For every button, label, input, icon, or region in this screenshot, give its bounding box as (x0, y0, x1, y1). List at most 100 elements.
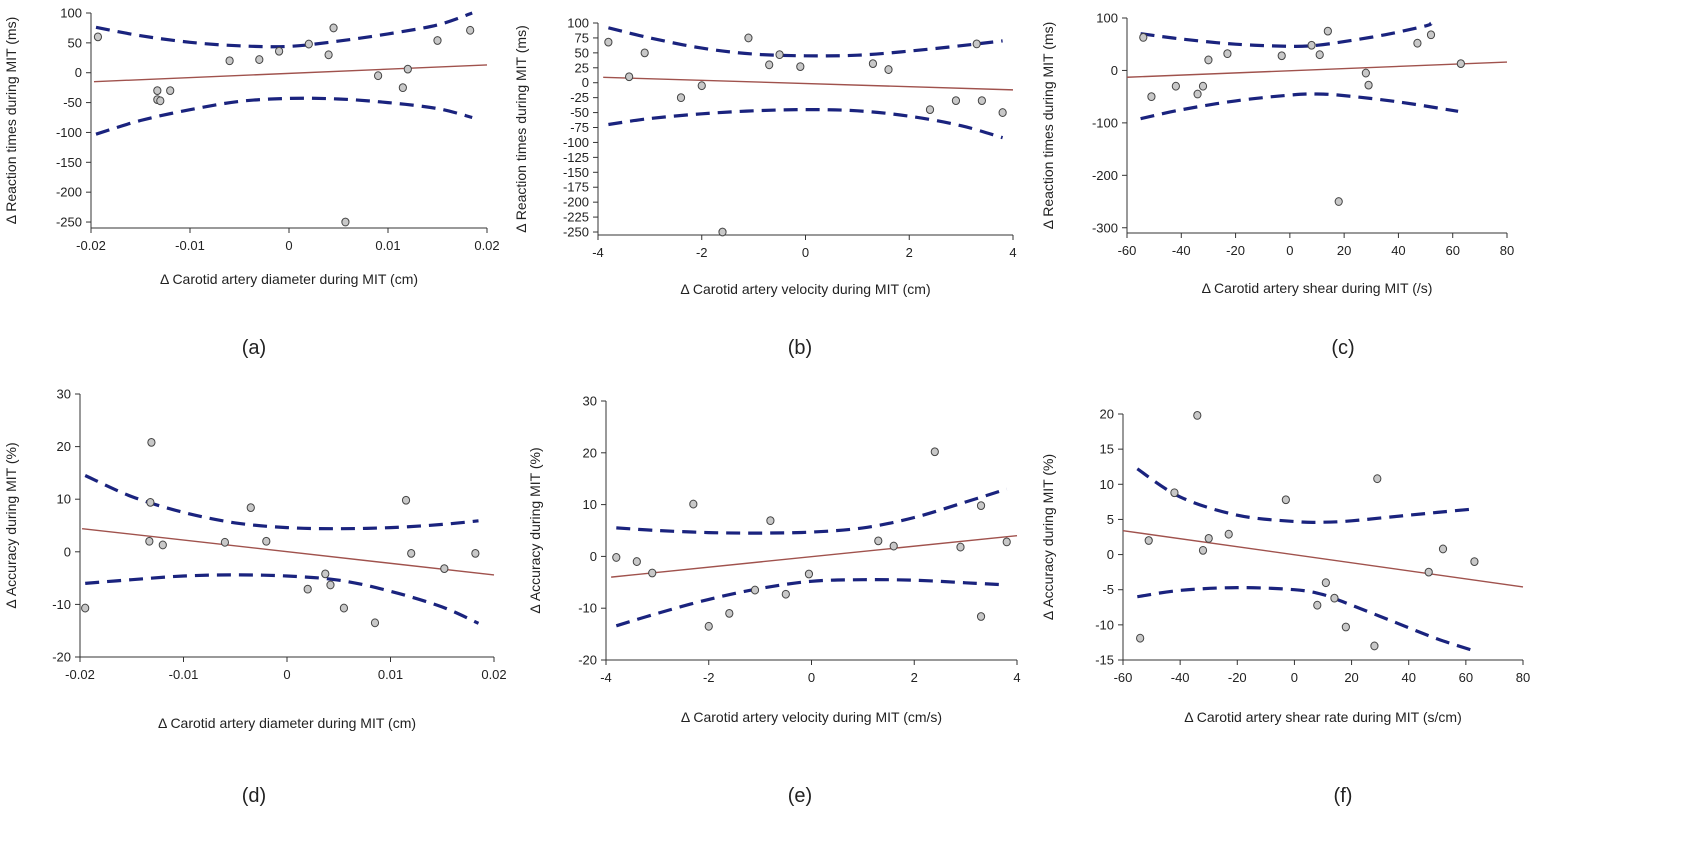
x-tick-label: 2 (906, 245, 913, 260)
data-point (640, 48, 649, 58)
x-tick-label: 4 (1013, 670, 1020, 685)
ci-lower-band (1140, 92, 1459, 121)
data-point (718, 227, 727, 237)
panel-caption: (b) (788, 337, 812, 359)
y-axis-title: Δ Reaction times during MIT (ms) (513, 25, 529, 232)
data-point (1413, 38, 1422, 48)
y-tick-label: -10 (1095, 617, 1114, 632)
y-axis-title: Δ Reaction times during MIT (ms) (3, 17, 19, 224)
x-tick-label: 4 (1009, 245, 1016, 260)
data-point (1198, 81, 1208, 91)
data-point (744, 33, 753, 43)
y-tick-label: 25 (575, 60, 589, 75)
data-point (1002, 537, 1011, 547)
data-point (632, 557, 641, 566)
y-tick-label: 20 (1100, 407, 1114, 422)
data-point (604, 37, 613, 47)
data-point (884, 65, 893, 74)
data-point (1370, 641, 1379, 651)
data-point (765, 60, 774, 70)
x-axis-title: Δ Carotid artery velocity during MIT (cm… (680, 281, 930, 297)
panel-caption: (e) (788, 785, 812, 807)
data-point (1341, 622, 1350, 632)
data-point (1136, 633, 1145, 643)
y-tick-label: -100 (563, 135, 589, 150)
x-tick-label: -0.02 (65, 667, 95, 682)
data-point (374, 71, 383, 81)
data-point (889, 541, 898, 551)
x-tick-label: 0 (1286, 243, 1293, 258)
y-tick-label: -250 (563, 225, 589, 240)
y-tick-label: 10 (1100, 477, 1114, 492)
data-point (146, 497, 155, 507)
panel-caption: (a) (242, 337, 266, 359)
y-tick-label: 75 (575, 30, 589, 45)
data-point (972, 39, 981, 49)
x-tick-label: 0 (283, 667, 290, 682)
data-point (1307, 40, 1316, 50)
data-point (471, 548, 480, 558)
x-tick-label: 0.01 (375, 238, 400, 253)
panel-caption: (f) (1334, 785, 1353, 807)
data-point (407, 548, 416, 558)
data-point (976, 612, 986, 621)
data-point (329, 23, 338, 33)
y-tick-label: -20 (578, 653, 597, 668)
y-tick-label: -225 (563, 210, 589, 225)
data-point (321, 569, 330, 579)
y-tick-label: 10 (57, 492, 71, 507)
x-tick-label: 0 (285, 238, 292, 253)
x-tick-label: 60 (1445, 243, 1459, 258)
y-tick-label: 100 (1096, 11, 1118, 26)
x-tick-label: -4 (600, 670, 612, 685)
data-point (697, 81, 706, 91)
data-point (1313, 600, 1322, 610)
ci-upper-band (95, 11, 473, 49)
x-tick-label: 0.02 (481, 667, 506, 682)
data-point (1224, 529, 1233, 539)
y-tick-label: 0 (64, 544, 71, 559)
regression-line (93, 64, 488, 83)
data-point (750, 585, 760, 595)
x-tick-label: -40 (1171, 670, 1190, 685)
y-tick-label: 50 (68, 35, 82, 50)
data-point (246, 503, 255, 513)
y-tick-label: 0 (582, 75, 589, 90)
x-tick-label: 20 (1344, 670, 1358, 685)
y-tick-label: 100 (60, 6, 82, 21)
x-tick-label: -2 (696, 245, 708, 260)
y-tick-label: -150 (563, 165, 589, 180)
data-point (648, 568, 657, 578)
x-tick-label: -40 (1172, 243, 1191, 258)
x-tick-label: -0.01 (175, 238, 205, 253)
ci-lower-band (85, 573, 480, 625)
x-tick-label: 80 (1516, 670, 1530, 685)
y-axis-title: Δ Accuracy during MIT (%) (3, 442, 19, 608)
data-point (1470, 557, 1479, 566)
regression-line (1126, 61, 1508, 78)
x-axis-title: Δ Carotid artery diameter during MIT (cm… (160, 271, 418, 287)
panel-caption: (d) (242, 785, 266, 807)
data-point (433, 36, 442, 45)
y-tick-label: 0 (1107, 547, 1114, 562)
data-point (1171, 81, 1180, 91)
ci-upper-band (84, 474, 479, 531)
x-tick-label: 80 (1500, 243, 1514, 258)
y-tick-label: -200 (563, 195, 589, 210)
data-point (766, 516, 775, 526)
data-point (255, 55, 264, 64)
data-point (704, 621, 713, 631)
y-tick-label: -50 (63, 95, 82, 110)
x-tick-label: -0.01 (169, 667, 199, 682)
data-point (1424, 567, 1433, 577)
x-tick-label: -60 (1118, 243, 1137, 258)
data-point (1147, 92, 1156, 102)
panel-d: 30 20 10 0 -10 -20 -0.02 -0.01 0 0.01 0.02 Δ Caroti… (3, 387, 507, 808)
y-tick-label: 30 (583, 394, 597, 409)
x-tick-label: -20 (1226, 243, 1245, 258)
y-tick-label: -25 (570, 90, 589, 105)
data-point (804, 569, 814, 579)
y-tick-label: -10 (52, 597, 71, 612)
data-point (796, 62, 805, 71)
data-point (326, 580, 335, 590)
